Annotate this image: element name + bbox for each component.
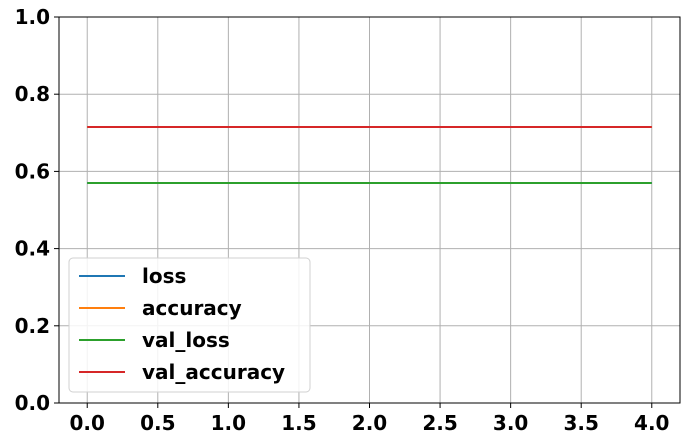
y-axis: 0.0 0.2 0.4 0.6 0.8 1.0 <box>15 5 59 415</box>
x-tick-label: 3.5 <box>563 411 598 435</box>
legend-label-val-loss: val_loss <box>142 328 230 352</box>
x-tick-label: 1.0 <box>211 411 246 435</box>
y-tick-label: 1.0 <box>15 5 50 29</box>
y-tick-label: 0.4 <box>15 237 50 261</box>
x-axis: 0.0 0.5 1.0 1.5 2.0 2.5 3.0 3.5 4.0 <box>70 403 669 435</box>
x-tick-label: 1.5 <box>281 411 316 435</box>
series-lines <box>87 126 652 184</box>
y-tick-label: 0.8 <box>15 82 50 106</box>
legend-box <box>68 257 311 393</box>
legend: loss accuracy val_loss val_accuracy <box>68 257 311 393</box>
x-tick-label: 3.0 <box>493 411 528 435</box>
legend-label-loss: loss <box>142 264 186 288</box>
x-tick-label: 0.5 <box>140 411 175 435</box>
x-tick-label: 2.0 <box>352 411 387 435</box>
x-tick-label: 4.0 <box>634 411 669 435</box>
x-tick-label: 0.0 <box>70 411 105 435</box>
x-tick-label: 2.5 <box>422 411 457 435</box>
y-tick-label: 0.0 <box>15 391 50 415</box>
legend-label-val-accuracy: val_accuracy <box>142 360 285 384</box>
y-tick-label: 0.6 <box>15 159 50 183</box>
legend-label-accuracy: accuracy <box>142 296 242 320</box>
y-tick-label: 0.2 <box>15 314 50 338</box>
